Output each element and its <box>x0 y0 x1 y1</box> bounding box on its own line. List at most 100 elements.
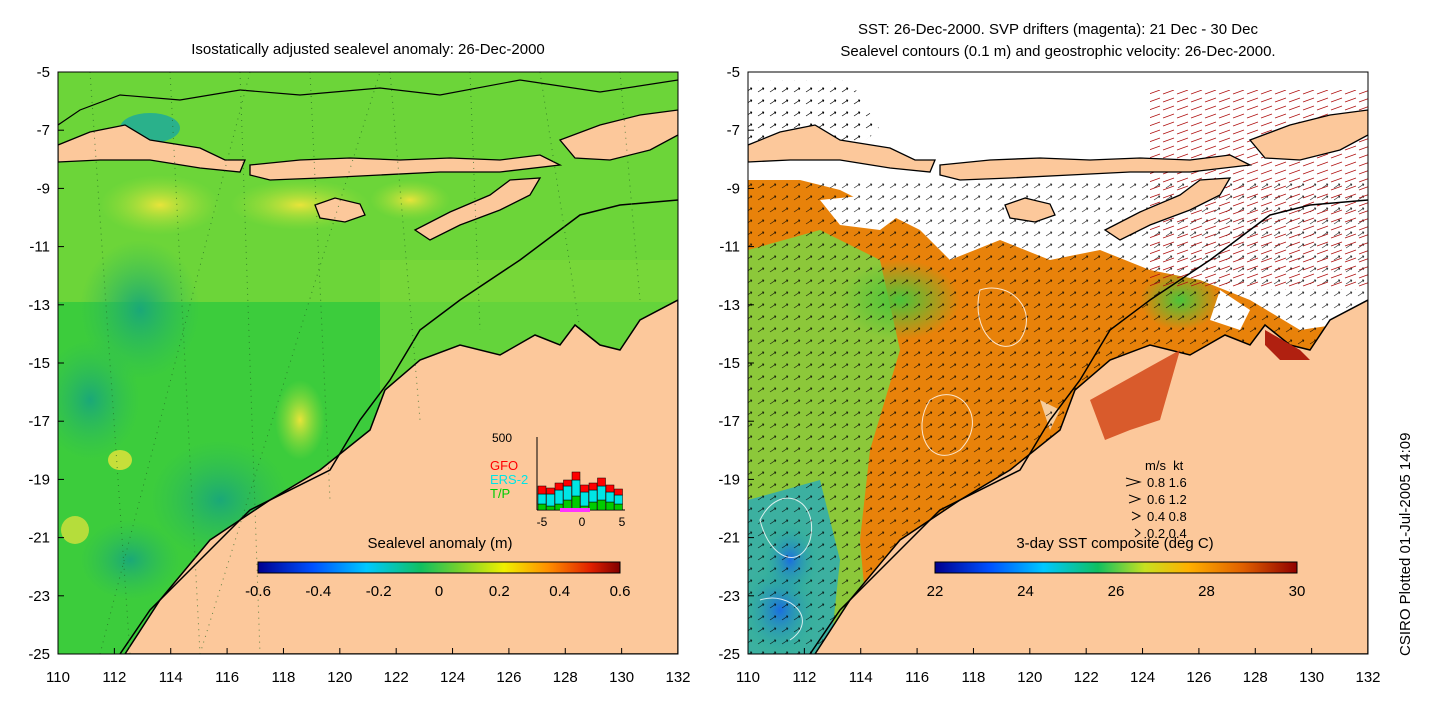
speed-legend: m/s kt 0.8 1.6 0.6 1.2 0.4 0.8 0.2 0.4 <box>1125 458 1187 541</box>
right-cb-ticks-label: 22 <box>927 583 944 600</box>
left-y-tick-label: -9 <box>37 180 50 197</box>
inset-bar-segment <box>588 489 598 503</box>
left-x-tick-label: 132 <box>665 669 690 686</box>
inset-y-label: 500 <box>492 431 512 445</box>
right-x-tick-label: 120 <box>1017 669 1042 686</box>
right-land-north-islands <box>1248 109 1368 161</box>
right-y-tick-label: -17 <box>718 413 740 430</box>
speed-legend-arrow <box>1125 477 1142 487</box>
inset-bar-segment <box>588 501 598 511</box>
right-y-tick-label: -13 <box>718 297 740 314</box>
speed-legend-arrow <box>1128 494 1142 504</box>
right-x-tick-label: 116 <box>905 669 929 686</box>
left-y-tick-label: -11 <box>29 239 50 256</box>
left-y-tick-label: -25 <box>28 646 50 663</box>
left-x-tick-label: 112 <box>102 669 126 686</box>
left-x-tick-label: 130 <box>609 669 634 686</box>
right-land-java <box>748 124 936 173</box>
inset-bar-segment <box>546 505 555 511</box>
left-x-tick-label: 118 <box>271 669 295 686</box>
inset-legend-entry: ERS-2 <box>490 472 528 487</box>
speed-legend-arrow <box>1131 511 1142 521</box>
inset-bar-segment <box>563 485 572 501</box>
right-cb-ticks-label: 26 <box>1108 583 1125 600</box>
speed-legend-row: 0.8 1.6 <box>1147 475 1187 490</box>
inset-bar-segment <box>597 485 606 501</box>
left-cb-ticks-label: -0.2 <box>366 583 392 600</box>
inset-bar-segment <box>563 479 572 487</box>
right-colorbar-label: 3-day SST composite (deg C) <box>1016 535 1213 552</box>
credit-label: CSIRO Plotted 01-Jul-2005 14:09 <box>1397 432 1414 656</box>
right-x-tick-label: 124 <box>1130 669 1155 686</box>
right-y-tick-label: -23 <box>718 588 740 605</box>
inset-bar-segment <box>614 503 623 511</box>
inset-bar-segment <box>597 499 606 511</box>
right-y-tick-label: -7 <box>727 122 740 139</box>
left-colorbar <box>257 561 621 574</box>
left-cb-ticks-label: 0.6 <box>610 583 631 600</box>
inset-bar-segment <box>571 495 581 511</box>
right-y-tick-label: -11 <box>719 239 740 256</box>
right-y-tick-label: -19 <box>718 471 740 488</box>
inset-legend-entry: GFO <box>490 458 518 473</box>
right-x-tick-label: 132 <box>1355 669 1380 686</box>
inset-bar-segment <box>537 485 547 495</box>
left-colorbar-label: Sealevel anomaly (m) <box>367 535 512 552</box>
left-cb-ticks-label: -0.4 <box>305 583 331 600</box>
inset-legend-entry: T/P <box>490 486 510 501</box>
right-x-tick-label: 118 <box>961 669 985 686</box>
inset-x-tick-label: -5 <box>537 515 548 529</box>
right-y-tick-label: -15 <box>718 355 740 372</box>
right-map-title-line1: SST: 26-Dec-2000. SVP drifters (magenta)… <box>858 21 1258 38</box>
left-y-tick-label: -15 <box>28 355 50 372</box>
left-land-sumba <box>314 197 366 223</box>
inset-bar-segment <box>605 501 615 511</box>
right-land-sumba <box>1004 197 1056 223</box>
inset-bar-segment <box>588 482 598 491</box>
left-map-title: Isostatically adjusted sealevel anomaly:… <box>191 41 545 58</box>
speed-legend-row: 0.6 1.2 <box>1147 492 1187 507</box>
left-x-tick-label: 126 <box>496 669 521 686</box>
left-x-tick-label: 110 <box>46 669 70 686</box>
left-x-tick-label: 122 <box>384 669 409 686</box>
inset-bar-segment <box>554 482 564 491</box>
right-map: 110 112 114 116 118 120 122 124 126 128 130 132 -5 -… <box>718 64 1380 686</box>
right-land-timor <box>1103 177 1232 241</box>
left-cb-ticks-label: 0.2 <box>489 583 510 600</box>
inset-bar-segment <box>614 488 623 496</box>
left-y-tick-label: -21 <box>28 530 50 547</box>
left-cb-ticks-label: 0.4 <box>549 583 570 600</box>
left-land-timor <box>413 177 542 241</box>
speed-legend-row: 0.4 0.8 <box>1147 509 1187 524</box>
left-y-tick-label: -7 <box>37 122 50 139</box>
left-land-lesser-sunda <box>249 154 563 181</box>
right-cb-ticks-label: 28 <box>1198 583 1215 600</box>
left-land-java <box>58 124 246 173</box>
left-x-tick-label: 128 <box>553 669 578 686</box>
right-y-tick-label: -25 <box>718 646 740 663</box>
inset-bar-segment <box>546 487 555 495</box>
inset-bar-segment <box>605 491 615 503</box>
left-cb-ticks-label: -0.6 <box>245 583 271 600</box>
left-x-tick-label: 124 <box>440 669 465 686</box>
inset-bar-segment <box>571 479 581 497</box>
left-y-tick-label: -13 <box>28 297 50 314</box>
left-y-tick-label: -23 <box>28 588 50 605</box>
left-x-tick-label: 120 <box>327 669 352 686</box>
left-y-tick-label: -5 <box>37 64 50 81</box>
right-x-tick-label: 112 <box>792 669 816 686</box>
right-x-tick-label: 128 <box>1243 669 1268 686</box>
inset-x-tick-label: 5 <box>619 515 626 529</box>
left-map: 110 112 114 116 118 120 122 124 126 128 130 132 -5 -… <box>28 64 690 686</box>
left-land-north-islands <box>558 109 678 161</box>
speed-legend-row: 0.2 0.4 <box>1147 526 1187 541</box>
right-x-tick-label: 130 <box>1299 669 1324 686</box>
inset-bar-segment <box>580 484 589 493</box>
right-x-tick-label: 126 <box>1186 669 1211 686</box>
left-x-tick-label: 114 <box>159 669 183 686</box>
left-cb-ticks-label: 0 <box>435 583 443 600</box>
left-x-tick-label: 116 <box>215 669 239 686</box>
inset-bar-segment <box>580 491 589 507</box>
right-x-tick-label: 110 <box>736 669 760 686</box>
